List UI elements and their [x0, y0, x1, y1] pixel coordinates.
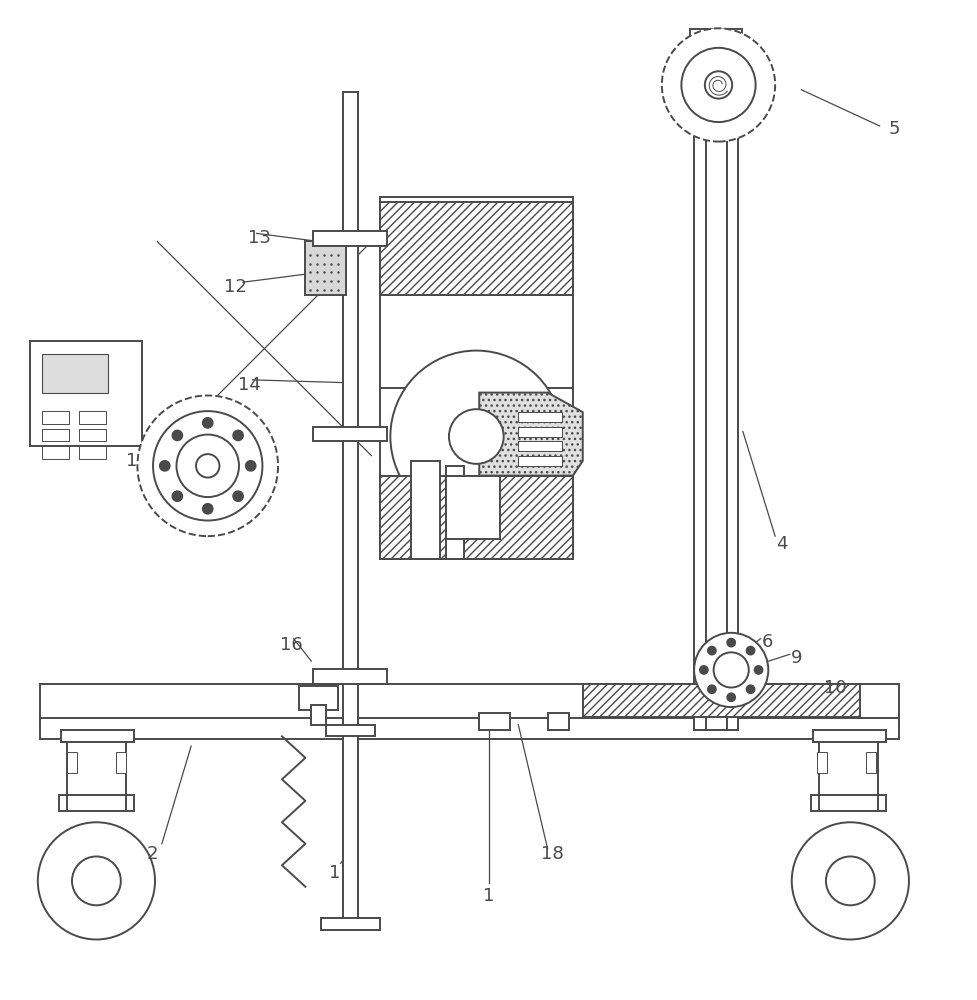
- Circle shape: [707, 647, 715, 655]
- Circle shape: [72, 856, 121, 905]
- Text: 12: 12: [224, 278, 246, 296]
- Bar: [379, 202, 573, 295]
- Circle shape: [202, 418, 212, 428]
- Bar: [60, 795, 134, 811]
- Bar: [518, 412, 562, 422]
- Bar: [42, 354, 108, 393]
- Bar: [313, 669, 387, 684]
- Polygon shape: [479, 393, 582, 476]
- Bar: [313, 231, 387, 246]
- Bar: [79, 411, 106, 424]
- Bar: [518, 427, 562, 437]
- Bar: [40, 718, 898, 739]
- Circle shape: [159, 461, 169, 471]
- Text: 3: 3: [400, 242, 411, 260]
- Circle shape: [745, 685, 753, 693]
- Bar: [379, 197, 573, 559]
- Circle shape: [791, 822, 908, 939]
- Bar: [479, 713, 510, 730]
- Bar: [813, 730, 884, 742]
- Bar: [42, 429, 69, 441]
- Circle shape: [700, 666, 707, 674]
- Circle shape: [172, 431, 182, 440]
- Text: 5: 5: [888, 120, 899, 138]
- Circle shape: [233, 491, 242, 501]
- Circle shape: [826, 856, 873, 905]
- Circle shape: [176, 435, 238, 497]
- Circle shape: [152, 411, 262, 521]
- Circle shape: [38, 822, 154, 939]
- Bar: [690, 29, 742, 41]
- Text: 1: 1: [483, 887, 494, 905]
- Bar: [342, 92, 358, 736]
- Bar: [116, 752, 126, 773]
- Bar: [342, 730, 358, 925]
- Text: 14: 14: [238, 376, 261, 394]
- Bar: [311, 705, 325, 725]
- Bar: [547, 713, 569, 730]
- Bar: [79, 429, 106, 441]
- Bar: [518, 456, 562, 466]
- Bar: [817, 752, 827, 773]
- Circle shape: [704, 71, 732, 99]
- Text: 11: 11: [531, 515, 554, 533]
- Circle shape: [754, 666, 762, 674]
- Bar: [446, 476, 499, 539]
- Circle shape: [233, 431, 242, 440]
- Text: 13: 13: [248, 229, 271, 247]
- Circle shape: [245, 461, 255, 471]
- Bar: [325, 725, 374, 736]
- Polygon shape: [582, 684, 859, 717]
- Text: 4: 4: [776, 535, 786, 553]
- Circle shape: [202, 504, 212, 514]
- Circle shape: [727, 639, 735, 646]
- Bar: [42, 411, 69, 424]
- Circle shape: [390, 351, 562, 522]
- Text: 17: 17: [329, 864, 352, 882]
- Bar: [410, 461, 440, 559]
- Text: 8: 8: [546, 444, 558, 462]
- Bar: [150, 427, 263, 505]
- Bar: [694, 31, 738, 730]
- Circle shape: [448, 409, 503, 464]
- Text: 15: 15: [126, 452, 149, 470]
- Text: 18: 18: [540, 845, 564, 863]
- Bar: [30, 341, 143, 446]
- Circle shape: [707, 685, 715, 693]
- Circle shape: [661, 28, 775, 142]
- Circle shape: [713, 652, 748, 688]
- Text: 6: 6: [761, 633, 772, 651]
- Bar: [42, 446, 69, 459]
- Bar: [320, 918, 379, 930]
- Bar: [811, 795, 884, 811]
- Circle shape: [727, 693, 735, 701]
- Bar: [865, 752, 874, 773]
- Circle shape: [745, 647, 753, 655]
- Bar: [518, 441, 562, 451]
- Text: 2: 2: [147, 845, 157, 863]
- Bar: [62, 730, 134, 742]
- Text: 16: 16: [280, 636, 303, 654]
- Circle shape: [195, 454, 219, 478]
- Text: 9: 9: [790, 649, 801, 667]
- Bar: [313, 427, 387, 441]
- Bar: [298, 686, 337, 710]
- Text: 7: 7: [746, 664, 757, 682]
- Bar: [79, 446, 106, 459]
- Circle shape: [172, 491, 182, 501]
- Circle shape: [681, 48, 755, 122]
- Circle shape: [138, 396, 277, 536]
- Bar: [40, 684, 898, 723]
- Bar: [446, 466, 463, 559]
- Bar: [379, 476, 573, 559]
- Bar: [67, 752, 77, 773]
- Text: 10: 10: [824, 679, 846, 697]
- Bar: [305, 241, 346, 295]
- Circle shape: [694, 633, 768, 707]
